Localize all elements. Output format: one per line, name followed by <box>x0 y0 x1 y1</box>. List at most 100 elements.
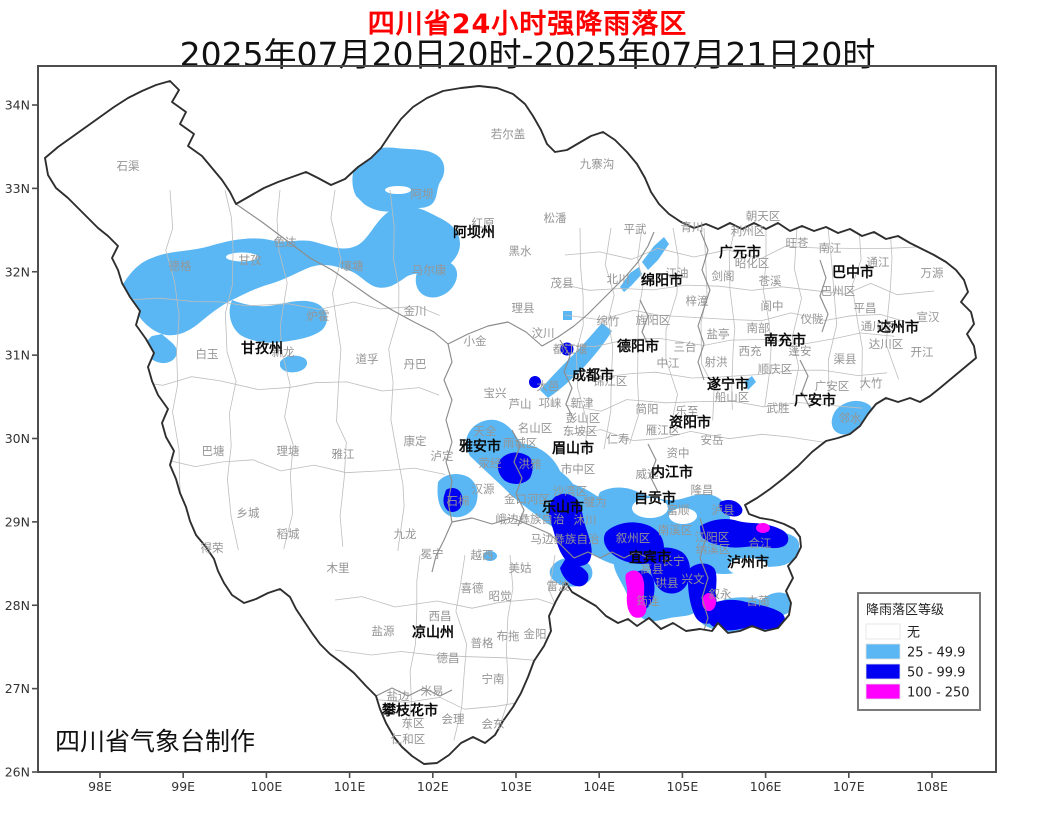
map-label-county: 巴塘 <box>202 444 225 458</box>
map-label-county: 宝兴 <box>484 386 507 400</box>
map-label-county: 汉源 <box>472 482 495 496</box>
map-label-county: 松潘 <box>544 211 567 225</box>
legend-swatch <box>865 683 901 700</box>
legend-swatch <box>865 663 901 680</box>
map-label-county: 旺苍 <box>786 236 809 250</box>
map-label-prefecture: 宜宾市 <box>629 549 671 566</box>
map-label-county: 泸县 <box>712 503 735 517</box>
map-label-county: 古蔺 <box>747 594 770 608</box>
map-label-county: 越西 <box>471 548 494 562</box>
map-label-county: 资中 <box>667 446 690 460</box>
map-label-prefecture: 乐山市 <box>542 499 584 516</box>
map-label-county: 大邑 <box>537 379 560 393</box>
map-label-county: 长宁 <box>662 554 685 568</box>
county-boundary-line <box>124 458 446 475</box>
map-label-prefecture: 巴中市 <box>832 264 874 281</box>
map-label-prefecture: 遂宁市 <box>707 376 749 393</box>
map-label-county: 若尔盖 <box>491 127 526 141</box>
page-title: 四川省24小时强降雨落区 <box>367 9 688 40</box>
map-label-county: 红原 <box>472 216 495 230</box>
map-label-county: 峨边彝族自治 <box>496 512 565 526</box>
lat-tick-label: 27N <box>5 681 30 696</box>
map-label-county: 德昌 <box>437 651 460 665</box>
rain-holes <box>226 186 768 576</box>
legend-item-label: 无 <box>907 626 920 641</box>
map-label-county: 阿坝 <box>411 187 434 201</box>
map-label-county: 兴文 <box>682 572 705 586</box>
county-boundary-line <box>827 227 838 399</box>
map-label-prefecture: 内江市 <box>651 464 693 481</box>
county-boundary-line <box>629 227 644 445</box>
map-label-county: 剑阁 <box>712 269 735 283</box>
map-label-county: 珙县 <box>656 576 679 590</box>
county-boundary-line <box>564 244 948 260</box>
map-label-county: 乐至 <box>676 404 699 418</box>
map-label-county: 三台 <box>674 340 697 354</box>
map-label-county: 木里 <box>327 561 350 575</box>
county-boundary-line <box>334 696 570 710</box>
map-label-county: 丹巴 <box>404 357 427 371</box>
map-label-county: 沙湾区 <box>553 484 588 498</box>
map-label-county: 雁江区 <box>646 423 681 437</box>
map-label-county: 巴州区 <box>821 284 856 298</box>
county-boundary-line <box>330 189 347 547</box>
rain-100-250-layer <box>625 523 770 618</box>
map-label-county: 雅江 <box>332 447 355 461</box>
map-label-county: 普格 <box>471 636 494 650</box>
map-label-prefecture: 凉山州 <box>412 624 454 641</box>
map-label-county: 纳溪区 <box>696 542 731 556</box>
map-label-county: 新龙 <box>272 345 295 359</box>
map-label-county: 荥经 <box>479 456 502 470</box>
map-label-county: 合江 <box>749 536 772 550</box>
map-label-county: 小金 <box>464 334 487 348</box>
map-label-county: 武胜 <box>767 401 790 415</box>
map-label-county: 南溪区 <box>658 523 693 537</box>
county-boundary-line <box>564 399 863 412</box>
county-boundary-line <box>453 554 467 741</box>
map-label-county: 白玉 <box>196 347 219 361</box>
map-label-county: 黑水 <box>509 244 532 258</box>
county-boundary-line <box>700 227 715 421</box>
map-label-county: 马边彝族自治 <box>531 532 600 546</box>
lon-tick-label: 100E <box>251 779 283 794</box>
credit-text: 四川省气象台制作 <box>55 727 255 756</box>
map-label-county: 金川 <box>404 304 427 318</box>
county-boundary-line <box>124 376 440 396</box>
lat-tick-label: 26N <box>5 765 30 780</box>
map-label-prefecture: 德阳市 <box>617 338 659 355</box>
map-label-county: 石棉 <box>447 494 470 508</box>
map-label-county: 东区 <box>402 716 425 730</box>
map-label-county: 天全 <box>474 424 497 438</box>
map-label-county: 会理 <box>442 712 465 726</box>
map-label-county: 船山区 <box>715 390 750 404</box>
map-label-county: 道孚 <box>356 352 379 366</box>
map-label-county: 大竹 <box>860 376 883 390</box>
map-label-county: 中江 <box>657 356 680 370</box>
map-label-county: 会东 <box>482 717 505 731</box>
map-label-county: 通江 <box>867 255 890 269</box>
map-label-county: 筠连 <box>637 594 660 608</box>
map-label-prefecture: 眉山市 <box>552 440 594 457</box>
map-label-county: 盐源 <box>372 624 395 638</box>
map-label-county: 泸定 <box>431 449 454 463</box>
map-label-county: 南部 <box>747 321 770 335</box>
map-label-prefecture: 广安市 <box>794 392 836 409</box>
lon-tick-label: 105E <box>667 779 699 794</box>
map-label-county: 盐边 <box>387 689 410 703</box>
map-label-county: 壤塘 <box>341 259 364 273</box>
lon-tick-label: 99E <box>171 779 195 794</box>
legend-item-label: 50 - 99.9 <box>907 666 965 681</box>
map-label-prefecture: 攀枝花市 <box>382 702 438 719</box>
map-label-county: 色达 <box>274 235 297 249</box>
county-boundary-line <box>388 189 405 551</box>
map-label-county: 盐亭 <box>707 327 730 341</box>
map-label-county: 平武 <box>624 222 647 236</box>
county-boundary-line <box>728 227 736 411</box>
county-boundary-line <box>334 596 570 610</box>
map-label-county: 雨城区 <box>503 436 538 450</box>
map-frame <box>37 65 997 773</box>
legend-item-label: 100 - 250 <box>907 686 970 701</box>
map-label-county: 炉霍 <box>307 309 330 323</box>
county-boundary-line <box>224 189 239 551</box>
